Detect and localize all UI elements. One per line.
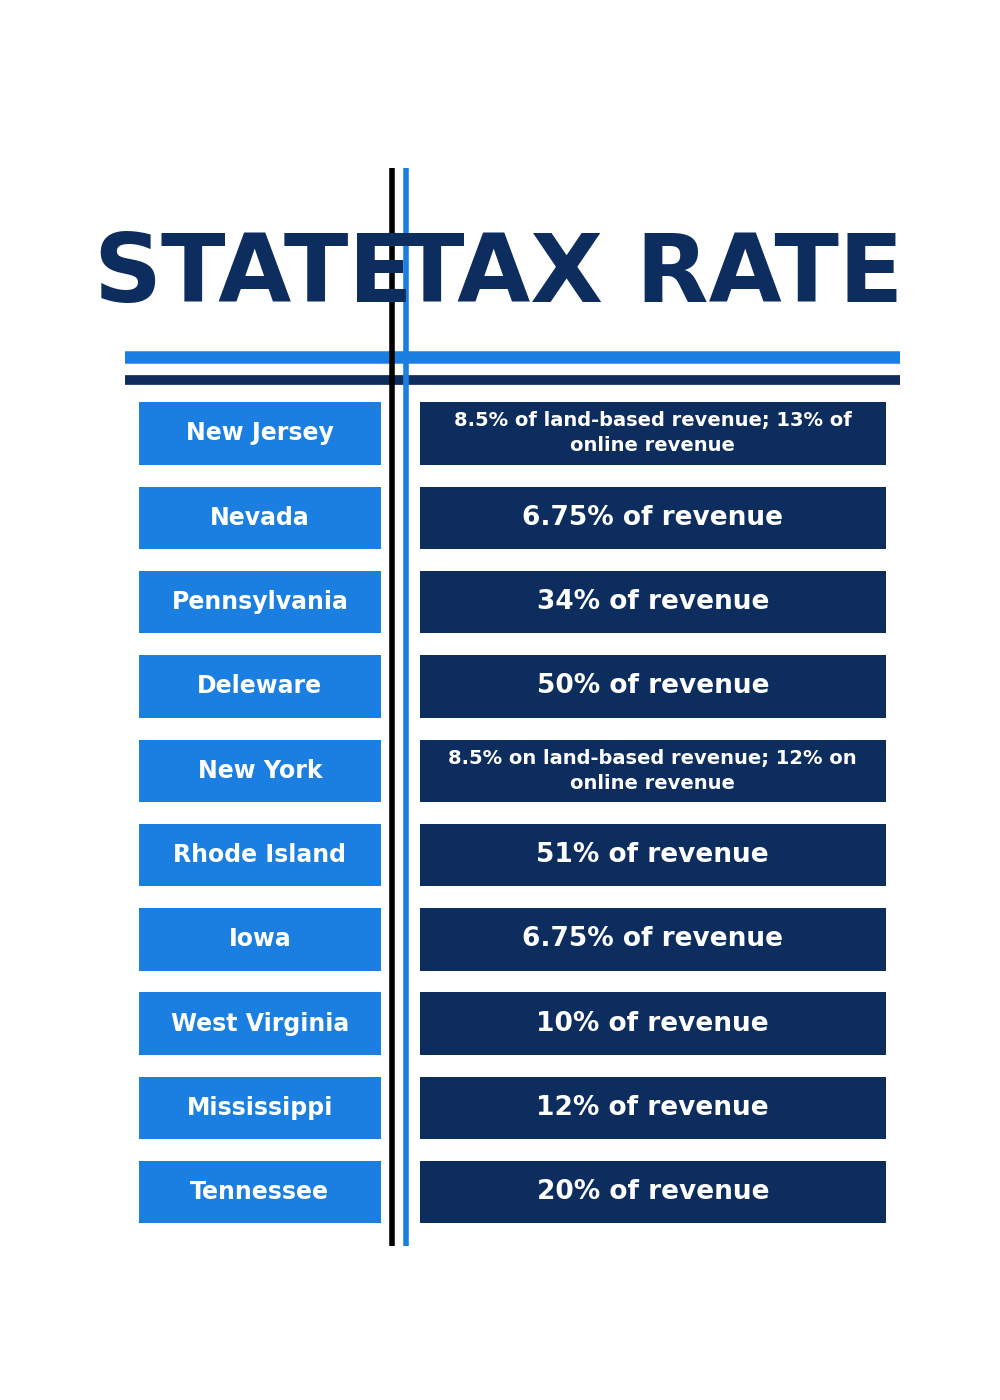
Text: Tennessee: Tennessee xyxy=(190,1180,329,1204)
FancyBboxPatch shape xyxy=(139,909,381,970)
Text: 20% of revenue: 20% of revenue xyxy=(537,1179,769,1205)
Text: 6.75% of revenue: 6.75% of revenue xyxy=(522,505,783,531)
Text: West Virginia: West Virginia xyxy=(171,1012,349,1036)
FancyBboxPatch shape xyxy=(139,823,381,886)
FancyBboxPatch shape xyxy=(139,487,381,549)
FancyBboxPatch shape xyxy=(139,655,381,718)
FancyBboxPatch shape xyxy=(420,739,886,802)
Text: STATE: STATE xyxy=(93,230,413,322)
FancyBboxPatch shape xyxy=(420,993,886,1054)
FancyBboxPatch shape xyxy=(420,487,886,549)
Text: Iowa: Iowa xyxy=(228,927,291,952)
FancyBboxPatch shape xyxy=(420,909,886,970)
Text: 10% of revenue: 10% of revenue xyxy=(536,1011,769,1036)
Text: Deleware: Deleware xyxy=(197,675,322,699)
Text: Mississippi: Mississippi xyxy=(187,1096,333,1120)
FancyBboxPatch shape xyxy=(139,739,381,802)
FancyBboxPatch shape xyxy=(139,993,381,1054)
FancyBboxPatch shape xyxy=(139,1161,381,1224)
FancyBboxPatch shape xyxy=(420,1161,886,1224)
Text: 8.5% on land-based revenue; 12% on
online revenue: 8.5% on land-based revenue; 12% on onlin… xyxy=(448,749,857,792)
FancyBboxPatch shape xyxy=(420,402,886,465)
Text: 50% of revenue: 50% of revenue xyxy=(537,673,769,700)
Text: 8.5% of land-based revenue; 13% of
online revenue: 8.5% of land-based revenue; 13% of onlin… xyxy=(454,412,852,455)
FancyBboxPatch shape xyxy=(420,571,886,633)
FancyBboxPatch shape xyxy=(420,823,886,886)
Text: Pennsylvania: Pennsylvania xyxy=(171,589,348,615)
FancyBboxPatch shape xyxy=(420,655,886,718)
Text: 51% of revenue: 51% of revenue xyxy=(536,841,769,868)
Text: New Jersey: New Jersey xyxy=(186,421,334,445)
FancyBboxPatch shape xyxy=(139,1077,381,1140)
Text: 12% of revenue: 12% of revenue xyxy=(536,1095,769,1121)
FancyBboxPatch shape xyxy=(139,571,381,633)
Text: New York: New York xyxy=(198,759,322,783)
Text: 34% of revenue: 34% of revenue xyxy=(537,589,769,615)
Text: Nevada: Nevada xyxy=(210,505,310,529)
FancyBboxPatch shape xyxy=(139,402,381,465)
FancyBboxPatch shape xyxy=(420,1077,886,1140)
Text: 6.75% of revenue: 6.75% of revenue xyxy=(522,927,783,952)
Text: TAX RATE: TAX RATE xyxy=(400,230,904,322)
Text: Rhode Island: Rhode Island xyxy=(173,843,346,867)
